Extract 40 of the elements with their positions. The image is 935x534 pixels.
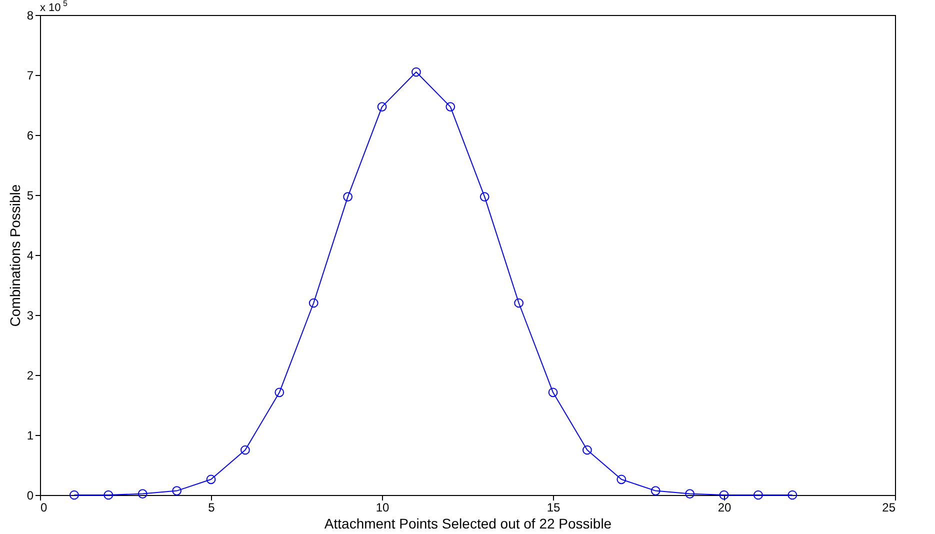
- y-tick-label: 8: [26, 8, 34, 22]
- y-tick-label: 5: [26, 188, 34, 202]
- point: [206, 474, 216, 484]
- point: [138, 489, 148, 498]
- point: [582, 445, 592, 455]
- x-tick-label: 15: [546, 500, 560, 514]
- y-tick-label: 4: [26, 248, 34, 262]
- x-tick-label: 25: [882, 500, 896, 514]
- point: [70, 490, 79, 500]
- y-tick-label: 7: [26, 68, 34, 82]
- point: [514, 298, 524, 308]
- point: [172, 486, 182, 496]
- point: [343, 192, 352, 202]
- point: [685, 489, 694, 498]
- point: [480, 192, 490, 202]
- x-axis-title: Attachment Points Selected out of 22 Possible: [324, 516, 612, 532]
- point: [548, 388, 558, 398]
- y-tick-label: 2: [26, 368, 34, 382]
- point: [274, 388, 284, 398]
- point: [650, 486, 660, 496]
- point: [104, 490, 114, 500]
- y-tick-label: 1: [26, 428, 34, 442]
- point: [754, 490, 763, 500]
- y-axis-title: Combinations Possible: [6, 184, 23, 327]
- point: [240, 445, 250, 455]
- y-tick-label: 6: [26, 128, 34, 142]
- point: [446, 102, 456, 112]
- y-tick-label: 3: [26, 308, 34, 322]
- x-tick-label: 20: [718, 500, 732, 514]
- x-tick-label: 0: [40, 500, 48, 514]
- point: [788, 490, 798, 500]
- point: [719, 490, 729, 500]
- point: [377, 102, 387, 112]
- point: [616, 474, 626, 484]
- text: x 105: [40, 0, 68, 14]
- point: [308, 298, 318, 308]
- y-tick-label: 0: [26, 488, 34, 502]
- x-tick-label: 5: [208, 500, 216, 514]
- point: [412, 67, 421, 77]
- x-tick-label: 10: [376, 500, 390, 514]
